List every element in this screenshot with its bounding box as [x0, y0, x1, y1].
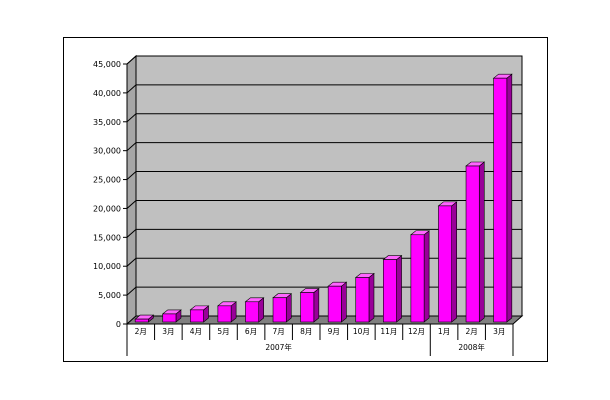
x-group-label: 2007年 [265, 342, 292, 352]
y-tick-label: 25,000 [93, 176, 121, 185]
bar [300, 292, 315, 323]
bar [327, 285, 342, 323]
x-tick-label: 5月 [217, 327, 229, 336]
plot-floor [125, 315, 524, 325]
bar [272, 297, 287, 323]
bar [355, 277, 370, 323]
y-tick-label: 30,000 [93, 147, 121, 156]
bar-side [313, 287, 320, 323]
x-tick-label: 9月 [328, 327, 340, 336]
y-tick-label: 45,000 [93, 60, 121, 69]
x-tick-label: 10月 [353, 327, 370, 336]
bar [245, 301, 259, 323]
x-tick-label: 11月 [380, 327, 397, 336]
y-tick-label: 40,000 [93, 89, 121, 98]
y-tick-label: 15,000 [93, 233, 121, 242]
bar-side [396, 254, 402, 323]
bar-side [506, 73, 513, 323]
y-tick-label: 10,000 [93, 262, 121, 271]
y-tick-label: 20,000 [93, 204, 121, 213]
x-tick-label: 2月 [135, 327, 147, 336]
bar [493, 77, 508, 323]
bar [134, 318, 149, 323]
bar-side [423, 230, 430, 323]
x-tick-label: 8月 [300, 327, 312, 336]
bar [410, 234, 425, 323]
bar [190, 309, 204, 323]
x-tick-label: 1月 [438, 327, 450, 336]
x-tick-label: 7月 [273, 327, 285, 336]
x-tick-label: 12月 [408, 327, 425, 336]
x-tick-label: 2月 [466, 327, 478, 336]
bar-side [368, 272, 375, 323]
gridline [126, 84, 522, 94]
bar-side [285, 293, 292, 323]
y-tick-label: 0 [116, 320, 121, 329]
gridline [126, 199, 522, 209]
x-tick-label: 3月 [162, 327, 174, 336]
gridline [126, 55, 522, 65]
y-tick-label: 35,000 [93, 118, 121, 127]
gridline [126, 142, 522, 152]
bar-side [451, 201, 457, 323]
gridline [126, 228, 522, 238]
bar [438, 205, 452, 323]
bar [217, 305, 232, 323]
bar [465, 165, 480, 323]
gridline [126, 171, 522, 180]
y-tick-label: 5,000 [98, 291, 121, 300]
plot-side-wall [126, 54, 137, 326]
bar [162, 313, 177, 323]
x-group-label: 2008年 [458, 342, 485, 352]
x-tick-label: 6月 [245, 327, 257, 336]
bar-side [478, 161, 485, 323]
x-tick-label: 4月 [190, 327, 202, 336]
bar [383, 259, 397, 323]
x-tick-label: 3月 [493, 327, 505, 336]
gridline [126, 113, 522, 123]
bar-side [341, 281, 347, 323]
plot-back-wall [135, 55, 523, 317]
